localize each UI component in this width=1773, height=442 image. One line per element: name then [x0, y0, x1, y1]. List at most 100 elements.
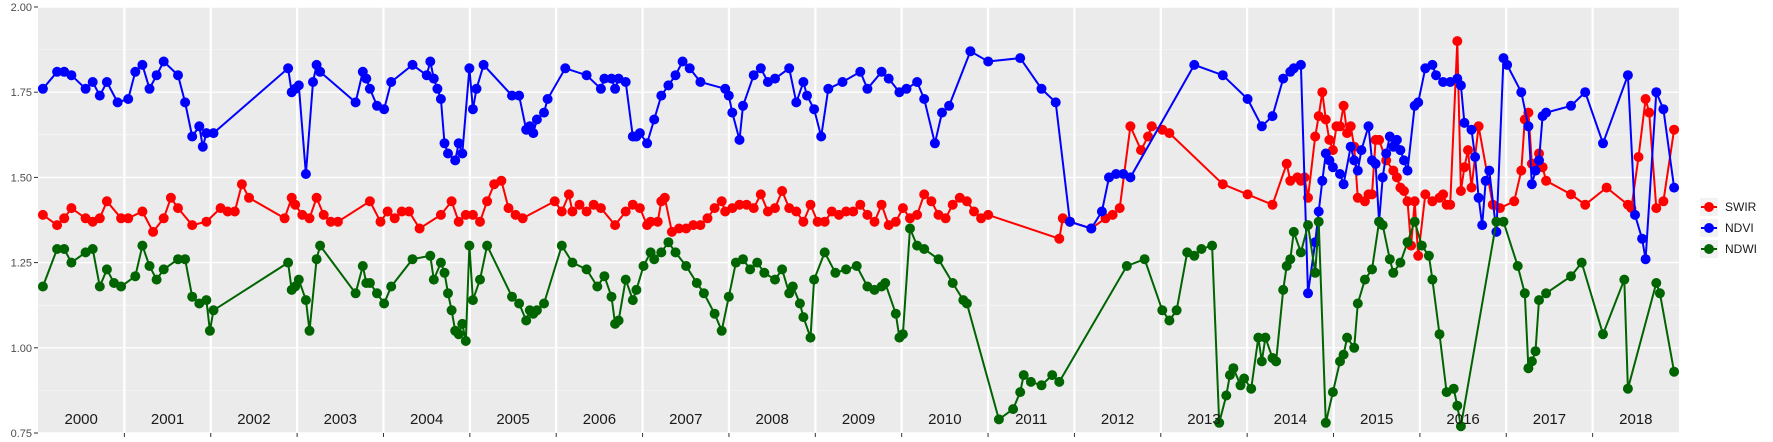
- ndwi-point: [151, 274, 162, 285]
- ndwi-point: [386, 281, 397, 292]
- ndwi-point: [1654, 288, 1665, 299]
- ndvi-point: [453, 138, 464, 149]
- ndwi-point: [620, 274, 631, 285]
- ndwi-point: [1669, 366, 1680, 377]
- ndwi-point: [144, 261, 155, 271]
- swir-point: [325, 216, 336, 227]
- ndvi-point: [802, 90, 812, 101]
- ndwi-point: [1285, 254, 1296, 265]
- ndvi-point: [386, 77, 397, 87]
- ndwi-point: [443, 288, 453, 299]
- swir-point: [897, 203, 908, 214]
- ndvi-point: [137, 59, 148, 70]
- swir-point: [116, 213, 127, 224]
- ndvi-point: [1502, 59, 1513, 70]
- swir-point: [926, 196, 937, 207]
- ndwi-point: [173, 254, 183, 265]
- ndwi-point: [698, 288, 709, 299]
- ndvi-point: [283, 63, 294, 74]
- ndvi-point: [528, 128, 539, 139]
- ndwi-point: [1395, 257, 1406, 268]
- year-label: 2001: [151, 411, 184, 428]
- ndvi-point: [432, 83, 443, 94]
- ndvi-point: [770, 73, 780, 84]
- swir-point: [1399, 186, 1409, 196]
- year-label: 2003: [324, 411, 357, 428]
- ndvi-point: [123, 94, 134, 104]
- ndwi-point: [809, 274, 820, 285]
- ndvi-point: [1125, 172, 1136, 183]
- swir-point: [1164, 128, 1175, 139]
- ndwi-point: [613, 315, 624, 326]
- ndvi-point: [531, 114, 542, 125]
- swir-point: [1601, 182, 1612, 193]
- ndvi-point: [901, 83, 912, 94]
- ndvi-point: [1391, 134, 1402, 145]
- year-label: 2008: [755, 411, 788, 428]
- swir-point: [1452, 36, 1463, 47]
- ndvi-point: [194, 121, 205, 132]
- swir-point: [869, 216, 880, 227]
- swir-point: [1146, 121, 1157, 132]
- series-ndwi: [37, 216, 1680, 432]
- swir-point: [1466, 182, 1477, 193]
- ndwi-point: [1246, 383, 1257, 394]
- swir-point: [173, 203, 183, 214]
- legend-item-swir: SWIR: [1700, 198, 1757, 216]
- ndwi-point: [709, 308, 720, 319]
- swir-point: [645, 216, 656, 227]
- swir-point: [595, 203, 606, 214]
- ndwi-point: [315, 240, 326, 251]
- y-tick-label: 2.00: [11, 2, 32, 14]
- ndwi-point: [1519, 288, 1530, 299]
- year-label: 2009: [842, 411, 875, 428]
- ndvi-point: [144, 83, 155, 94]
- ndwi-point: [567, 257, 578, 268]
- swir-point: [1391, 172, 1402, 183]
- ndwi-point: [379, 298, 390, 309]
- ndwi-point: [1534, 295, 1544, 306]
- ndvi-point: [1338, 179, 1349, 190]
- ndwi-point: [830, 267, 841, 278]
- ndwi-point: [1207, 240, 1218, 251]
- ndwi-point: [1260, 332, 1271, 343]
- ndvi-point: [1381, 148, 1392, 159]
- ndvi-point: [1541, 107, 1552, 118]
- swir-point: [137, 206, 148, 217]
- ndvi-point: [734, 134, 745, 145]
- ndwi-point: [1327, 387, 1338, 398]
- ndwi-point: [1491, 216, 1502, 227]
- ndvi-point: [1523, 121, 1534, 132]
- swir-point: [517, 213, 528, 224]
- ndvi-point: [1566, 100, 1576, 111]
- ndwi-point: [787, 281, 798, 292]
- ndwi-point: [521, 315, 532, 326]
- ndvi-point: [1217, 70, 1228, 81]
- ndvi-point: [1356, 145, 1367, 156]
- swir-point: [563, 189, 574, 200]
- ndvi-point: [1630, 209, 1640, 220]
- ndwi-point: [627, 295, 638, 306]
- ndvi-point: [1317, 175, 1328, 186]
- ndwi-point: [304, 325, 315, 336]
- ndwi-point: [777, 264, 788, 275]
- ndvi-point: [581, 70, 592, 81]
- year-label: 2018: [1619, 411, 1652, 428]
- ndwi-point: [1320, 417, 1331, 428]
- y-axis: 0.75 1.00 1.25 1.50 1.75 2.00: [11, 2, 38, 440]
- ndwi-point: [467, 295, 478, 306]
- ndwi-point: [1139, 254, 1150, 265]
- ndvi-point: [965, 46, 976, 57]
- ndwi-point: [897, 329, 908, 340]
- ndvi-point: [1278, 73, 1289, 84]
- swir-point: [1509, 196, 1520, 207]
- swir-point: [983, 209, 994, 220]
- ndwi-point: [738, 254, 748, 265]
- ndwi-point: [1388, 267, 1399, 278]
- ndwi-point: [364, 278, 375, 288]
- ndwi-point: [507, 291, 517, 302]
- ndwi-point: [1619, 274, 1630, 285]
- ndwi-point: [1189, 250, 1200, 261]
- ndwi-point: [798, 312, 809, 323]
- ndvi-point: [1267, 111, 1278, 122]
